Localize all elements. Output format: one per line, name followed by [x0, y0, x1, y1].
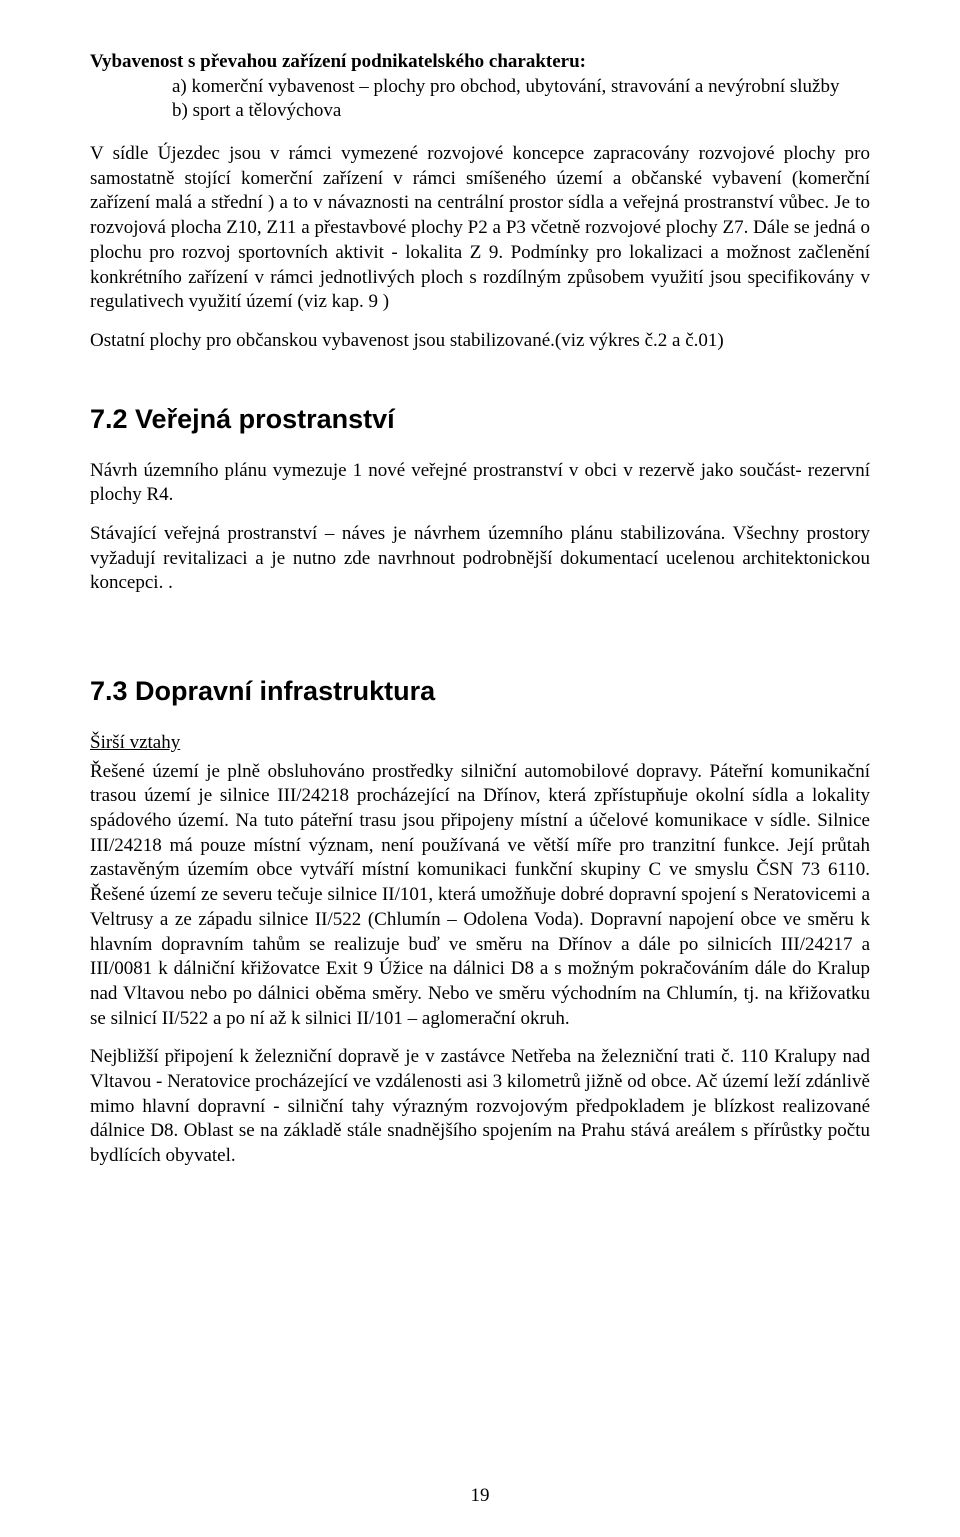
- section-7-2-p2: Stávající veřejná prostranství – náves j…: [90, 522, 870, 596]
- sirsi-vztahy-label: Širší vztahy: [90, 732, 180, 753]
- amenities-list: a) komerční vybavenost – plochy pro obch…: [172, 75, 870, 124]
- section-7-2-p1: Návrh územního plánu vymezuje 1 nové veř…: [90, 459, 870, 508]
- paragraph-ostatni: Ostatní plochy pro občanskou vybavenost …: [90, 329, 870, 354]
- section-7-3-p2: Nejbližší připojení k železniční dopravě…: [90, 1045, 870, 1168]
- section-7-3-heading: 7.3 Dopravní infrastruktura: [90, 676, 870, 707]
- section-7-3-subheading: Širší vztahy: [90, 731, 870, 756]
- item-b: b) sport a tělovýchova: [172, 99, 870, 124]
- page-number: 19: [0, 1485, 960, 1507]
- amenities-heading: Vybavenost s převahou zařízení podnikate…: [90, 50, 870, 75]
- section-7-3-p1: Řešené území je plně obsluhováno prostře…: [90, 760, 870, 1032]
- document-page: Vybavenost s převahou zařízení podnikate…: [0, 0, 960, 1537]
- item-a: a) komerční vybavenost – plochy pro obch…: [172, 75, 870, 100]
- paragraph-ujezdec: V sídle Újezdec jsou v rámci vymezené ro…: [90, 142, 870, 315]
- section-7-2-heading: 7.2 Veřejná prostranství: [90, 404, 870, 435]
